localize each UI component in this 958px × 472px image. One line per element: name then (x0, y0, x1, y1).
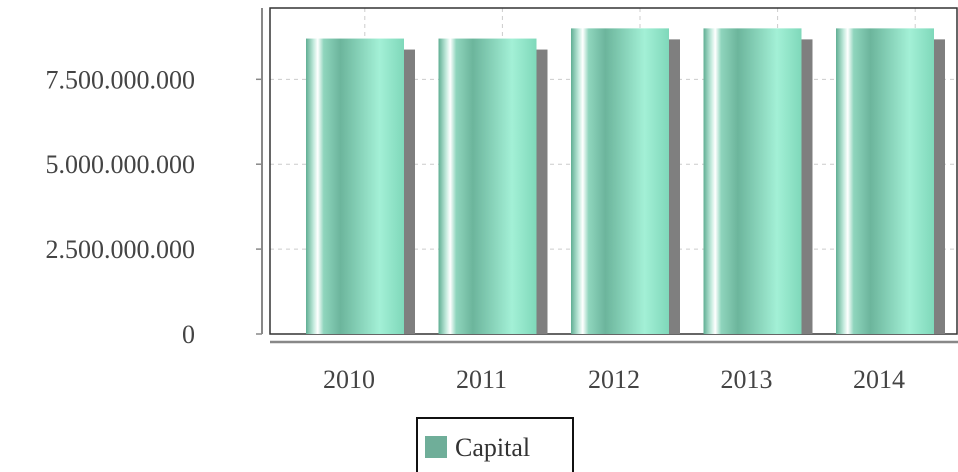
x-tick-label: 2013 (721, 365, 773, 394)
axes (256, 8, 958, 344)
bars (306, 28, 945, 334)
bar-2011 (438, 38, 537, 334)
bar-2013 (703, 28, 802, 334)
legend-label-capital: Capital (455, 433, 530, 462)
bar-2012 (571, 28, 669, 334)
bar-2014 (836, 28, 934, 334)
x-tick-label: 2010 (323, 365, 375, 394)
bar-2010 (306, 38, 404, 334)
x-tick-label: 2012 (588, 365, 640, 394)
y-tick-label: 0 (182, 320, 195, 349)
tick-labels: 0 2.500.000.000 5.000.000.000 7.500.000.000… (46, 65, 906, 394)
legend-swatch-capital (425, 436, 447, 458)
y-tick-label: 7.500.000.000 (46, 65, 196, 94)
legend: Capital (416, 417, 574, 472)
x-tick-label: 2011 (456, 365, 507, 394)
x-tick-label: 2014 (853, 365, 905, 394)
y-tick-label: 2.500.000.000 (46, 235, 196, 264)
y-tick-label: 5.000.000.000 (46, 150, 196, 179)
